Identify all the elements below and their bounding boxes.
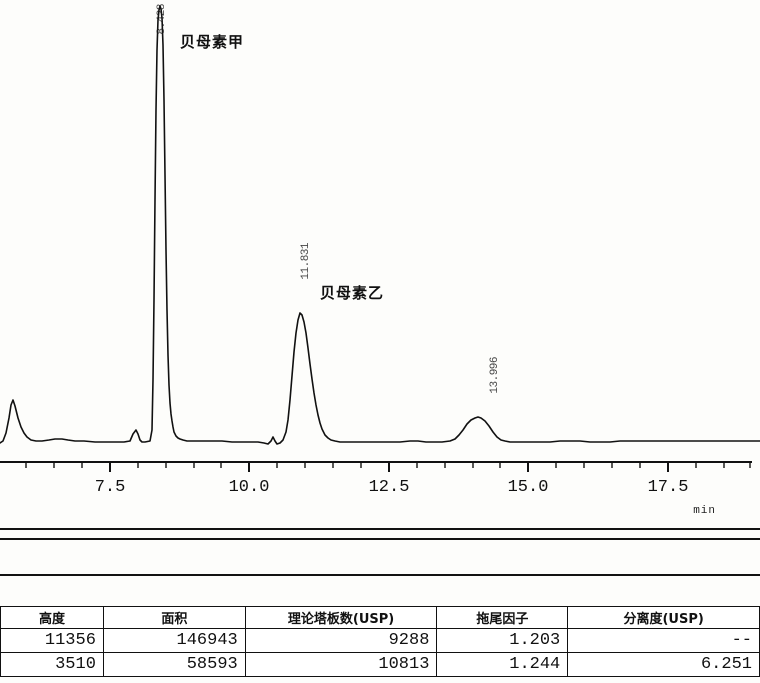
column-header-resolution: 分离度(USP) [567, 606, 760, 629]
cell-plates: 10813 [244, 652, 438, 677]
table-row: 11356 146943 9288 1.203 -- [0, 628, 760, 653]
column-header-height: 高度 [0, 606, 104, 629]
table-header-row: 高度 面积 理论塔板数(USP) 拖尾因子 分离度(USP) [0, 606, 760, 629]
cell-area: 146943 [102, 628, 246, 653]
x-tick-label-5: 17.5 [647, 478, 689, 497]
column-header-plates: 理论塔板数(USP) [244, 606, 438, 629]
x-tick-label-4: 15.0 [507, 478, 549, 497]
x-axis-unit-label: min [693, 505, 716, 517]
table-row: 3510 58593 10813 1.244 6.251 [0, 652, 760, 677]
x-axis: 7.5 10.0 12.5 15.0 17.5 [0, 455, 760, 528]
x-tick-label-3: 12.5 [368, 478, 410, 497]
cell-tailing: 1.244 [436, 652, 569, 677]
cell-resolution: -- [567, 628, 760, 653]
results-table: 高度 面积 理论塔板数(USP) 拖尾因子 分离度(USP) 11356 146… [0, 606, 760, 677]
x-tick-label-2: 10.0 [228, 478, 270, 497]
peak-label-rt-3: 13.996 [489, 357, 501, 394]
cell-resolution: 6.251 [567, 652, 760, 677]
peak-label-rt-2: 11.831 [300, 243, 312, 280]
divider-rule-1 [0, 528, 760, 530]
column-header-area: 面积 [102, 606, 246, 629]
cell-plates: 9288 [244, 628, 438, 653]
peak-label-name-2: 贝母素乙 [320, 284, 385, 302]
peak-label-name-1: 贝母素甲 [180, 33, 245, 51]
cell-height: 3510 [0, 652, 104, 677]
cell-tailing: 1.203 [436, 628, 569, 653]
divider-rule-3 [0, 574, 760, 576]
column-header-tailing: 拖尾因子 [436, 606, 569, 629]
divider-rule-2 [0, 538, 760, 540]
signal-trace [0, 5, 760, 445]
x-axis-ticks [0, 461, 752, 472]
x-tick-label-1: 7.5 [94, 478, 126, 497]
chromatogram-plot: 8.428 贝母素甲 11.831 贝母素乙 13.996 [0, 4, 760, 445]
peak-label-rt-1: 8.428 [156, 4, 168, 35]
chromatogram-trace-svg [0, 5, 760, 445]
cell-height: 11356 [0, 628, 104, 653]
cell-area: 58593 [102, 652, 246, 677]
